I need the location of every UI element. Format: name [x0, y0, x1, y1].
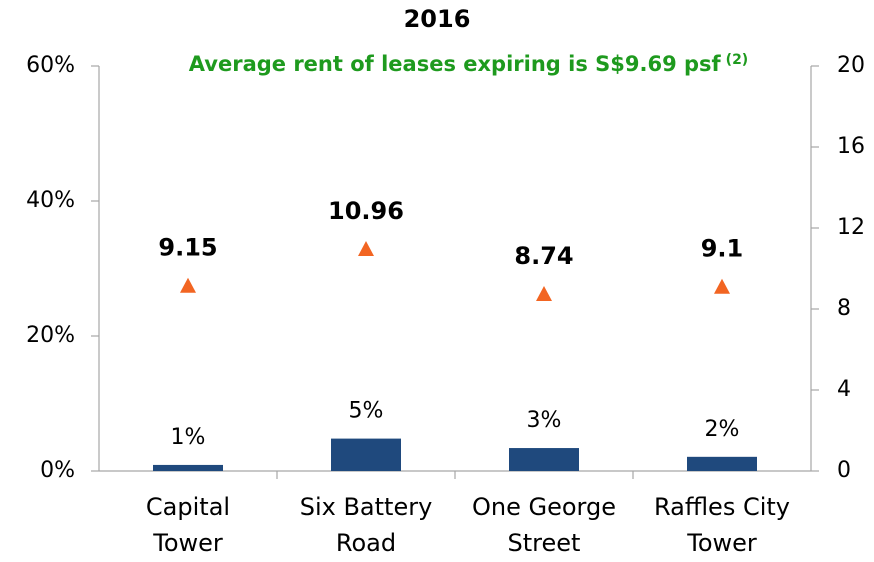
x-tick-label: Raffles City	[654, 493, 790, 521]
triangle-marker	[536, 286, 552, 302]
y2-tick-label: 4	[837, 377, 851, 402]
bar-value-label: 2%	[705, 417, 740, 442]
x-tick-label: Six Battery	[300, 493, 433, 521]
y2-tick-label: 16	[837, 134, 865, 159]
bar-value-label: 5%	[349, 399, 384, 424]
x-tick-label: Street	[508, 529, 581, 557]
y2-tick-label: 12	[837, 215, 865, 240]
triangle-marker	[714, 278, 730, 294]
x-tick-label: One George	[472, 493, 616, 521]
marker-value-label: 9.15	[158, 234, 217, 262]
x-tick-label: Tower	[152, 529, 223, 557]
chart-subtitle: Average rent of leases expiring is S$9.6…	[189, 52, 722, 76]
bar-value-label: 1%	[171, 425, 206, 450]
marker-value-label: 10.96	[328, 197, 404, 225]
y-tick-label: 40%	[26, 188, 75, 213]
triangle-marker	[180, 277, 196, 293]
x-tick-label: Tower	[686, 529, 757, 557]
y2-tick-label: 8	[837, 296, 851, 321]
marker-value-label: 8.74	[514, 242, 573, 270]
y2-tick-label: 0	[837, 458, 851, 483]
triangle-marker	[358, 241, 374, 257]
chart-title: 2016	[404, 5, 471, 33]
bar	[509, 448, 579, 471]
x-tick-label: Road	[336, 529, 396, 557]
bar	[687, 456, 757, 471]
bar	[331, 438, 401, 471]
marker-value-label: 9.1	[701, 235, 744, 263]
bar	[153, 464, 223, 471]
bar-value-label: 3%	[527, 408, 562, 433]
y-tick-label: 0%	[40, 458, 75, 483]
x-tick-label: Capital	[146, 493, 230, 521]
y-tick-label: 60%	[26, 53, 75, 78]
y2-tick-label: 20	[837, 53, 865, 78]
subtitle-note: (2)	[726, 52, 749, 68]
y-tick-label: 20%	[26, 323, 75, 348]
